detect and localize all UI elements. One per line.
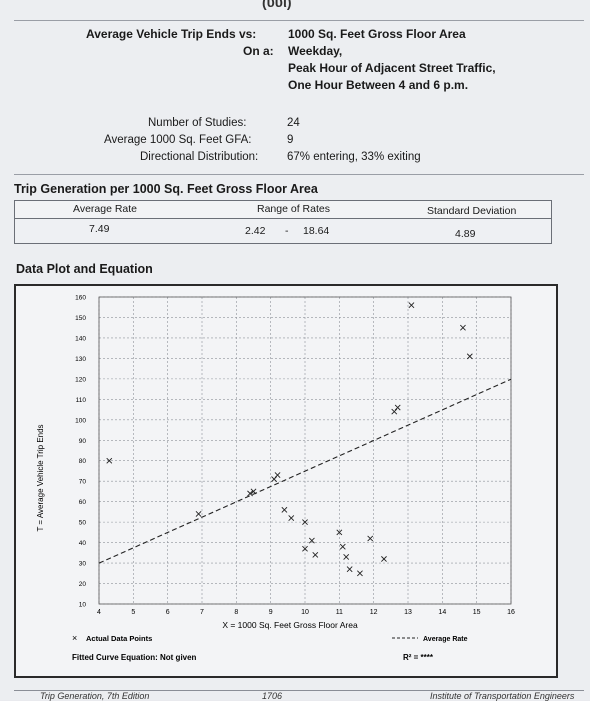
plot-grid (98, 296, 512, 605)
data-point (391, 408, 398, 415)
page-top-fragment: (υυι) (262, 0, 292, 10)
data-point (466, 353, 473, 360)
range-high-value: 18.64 (303, 225, 330, 237)
rates-section-title: Trip Generation per 1000 Sq. Feet Gross … (14, 182, 318, 196)
section-rule (14, 174, 584, 175)
sd-value: 4.89 (455, 228, 476, 240)
y-tick-label: 110 (76, 397, 87, 404)
footer-rule (14, 690, 584, 691)
plot-area-border (98, 296, 512, 605)
distribution-value: 67% entering, 33% exiting (287, 151, 421, 163)
x-tick-label: 11 (336, 609, 343, 616)
average-rate-line (98, 378, 512, 564)
x-tick-label: 10 (301, 609, 309, 616)
fitted-curve-label: Fitted Curve Equation: Not given (72, 653, 197, 662)
data-point (281, 506, 288, 513)
data-point (106, 457, 113, 464)
rates-header-row (15, 201, 551, 219)
data-point (308, 537, 315, 544)
x-tick-label: 4 (97, 609, 101, 616)
x-tick-label: 12 (370, 609, 378, 616)
y-tick-label: 70 (79, 479, 87, 486)
on-value-peak-hour: Peak Hour of Adjacent Street Traffic, (288, 61, 496, 75)
on-value-weekday: Weekday, (288, 44, 343, 58)
data-point (367, 535, 374, 542)
top-rule (14, 20, 584, 21)
x-tick-label: 15 (473, 609, 481, 616)
data-point (394, 404, 401, 411)
footer-edition: Trip Generation, 7th Edition (40, 691, 150, 701)
gfa-label: Average 1000 Sq. Feet GFA: (104, 134, 252, 146)
y-tick-label: 120 (75, 376, 86, 383)
y-tick-label: 50 (79, 520, 87, 527)
studies-label: Number of Studies: (148, 117, 247, 129)
avg-rate-value: 7.49 (89, 223, 110, 235)
trip-ends-value: 1000 Sq. Feet Gross Floor Area (288, 27, 466, 41)
data-point (288, 515, 295, 521)
x-tick-label: 8 (234, 609, 238, 616)
range-low-value: 2.42 (245, 225, 266, 237)
legend-actual-marker: × (72, 633, 77, 643)
data-point (357, 570, 363, 577)
x-tick-labels: 4 5 6 7 8 9 10 11 12 13 14 15 16 (97, 609, 515, 616)
y-tick-label: 140 (75, 335, 86, 342)
x-tick-label: 6 (166, 609, 170, 616)
y-tick-label: 150 (75, 315, 86, 322)
rates-table: Average Rate Range of Rates Standard Dev… (14, 200, 552, 244)
trip-ends-label: Average Vehicle Trip Ends vs: (86, 27, 257, 41)
avg-rate-header: Average Rate (73, 203, 138, 215)
on-label: On a: (243, 44, 274, 58)
data-point (336, 529, 343, 536)
footer-page-number: 1706 (262, 691, 283, 701)
y-tick-label: 90 (79, 438, 87, 445)
gfa-value: 9 (287, 134, 294, 146)
data-point (339, 543, 346, 550)
data-point (312, 551, 319, 558)
x-axis-label: X = 1000 Sq. Feet Gross Floor Area (222, 620, 358, 630)
y-axis-label: T = Average Vehicle Trip Ends (36, 424, 45, 531)
studies-value: 24 (287, 117, 300, 129)
range-header: Range of Rates (257, 203, 330, 215)
x-tick-label: 13 (404, 609, 412, 616)
data-point (346, 566, 353, 573)
x-tick-label: 5 (131, 609, 135, 616)
y-tick-label: 60 (79, 499, 87, 506)
x-tick-label: 9 (269, 609, 273, 616)
data-point (247, 490, 253, 497)
legend-actual-points: Actual Data Points (86, 634, 152, 643)
data-points (106, 302, 473, 577)
sd-header: Standard Deviation (427, 205, 517, 217)
y-tick-label: 130 (75, 356, 86, 363)
x-tick-label: 14 (438, 609, 446, 616)
r-squared-label: R² = **** (403, 653, 434, 662)
data-point (460, 324, 466, 331)
data-point (274, 472, 281, 478)
y-tick-label: 20 (79, 581, 87, 588)
data-point (302, 545, 308, 552)
x-tick-label: 16 (507, 609, 515, 616)
data-point (271, 476, 278, 483)
data-point (302, 519, 308, 526)
data-point (343, 554, 350, 560)
data-point (250, 488, 257, 495)
y-tick-label: 100 (75, 417, 86, 424)
data-point (195, 511, 202, 517)
plot-section-title: Data Plot and Equation (16, 262, 153, 276)
data-point (381, 556, 387, 562)
legend-average-rate: Average Rate (423, 636, 468, 643)
y-tick-labels: 10 20 30 40 50 60 70 80 90 100 110 120 130 140 150 160 (75, 295, 86, 609)
x-tick-label: 7 (200, 609, 204, 616)
y-tick-label: 40 (79, 540, 87, 547)
y-tick-label: 80 (79, 458, 87, 465)
on-value-time-window: One Hour Between 4 and 6 p.m. (288, 78, 469, 92)
footer-publisher: Institute of Transportation Engineers (430, 691, 575, 701)
y-tick-label: 10 (79, 602, 87, 609)
data-point (408, 302, 415, 309)
range-separator: - (285, 225, 289, 237)
y-tick-label: 160 (75, 295, 86, 302)
distribution-label: Directional Distribution: (140, 151, 259, 163)
y-tick-label: 30 (79, 561, 87, 568)
